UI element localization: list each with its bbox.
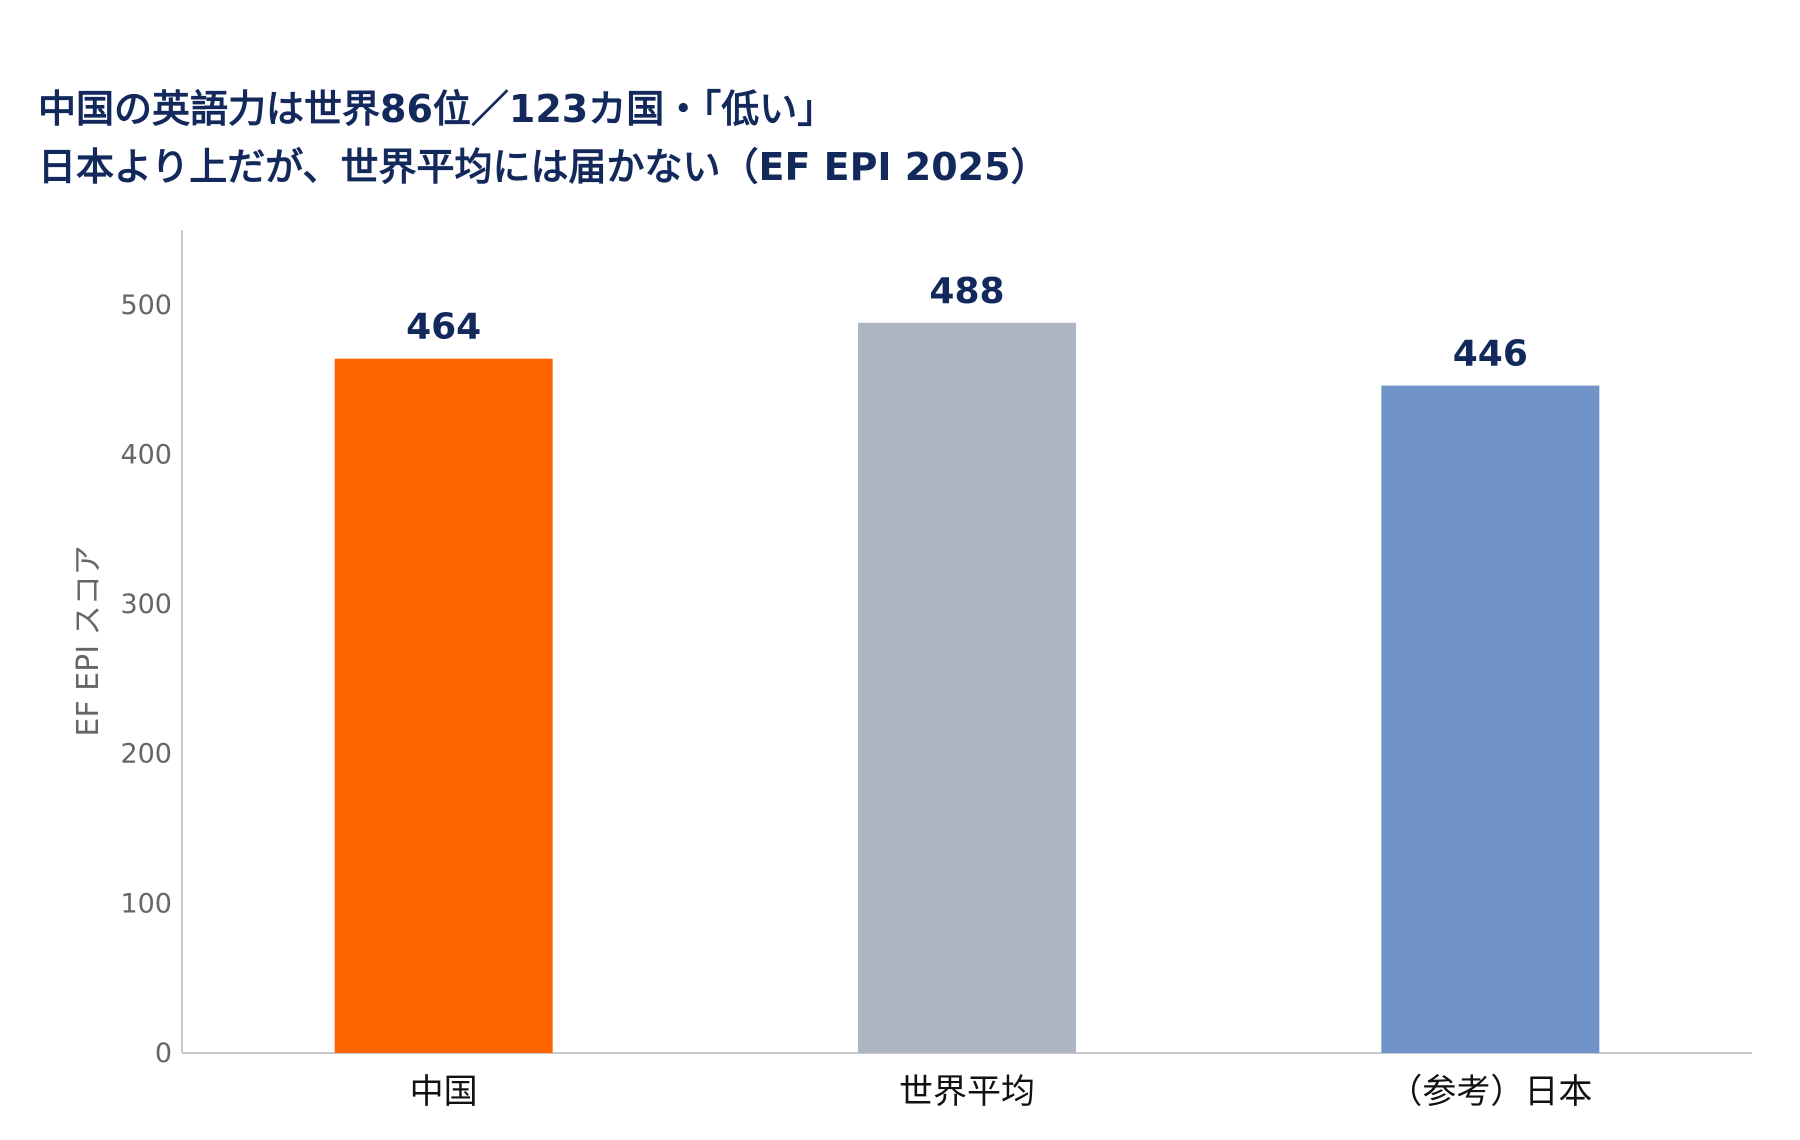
y-tick-label: 100 <box>120 888 172 919</box>
bar <box>858 322 1076 1053</box>
y-axis: 0 100 200 300 400 500 <box>120 230 183 1069</box>
bar-series: 464 488 446 <box>334 271 1600 1054</box>
bar <box>1381 385 1600 1053</box>
y-tick-label: 400 <box>120 439 172 470</box>
chart-title: 中国の英語力は世界86位／123カ国・「低い」 日本より上だが、世界平均には届か… <box>38 80 1758 196</box>
bar-value-label: 488 <box>929 271 1004 312</box>
chart-title-line-2: 日本より上だが、世界平均には届かない（EF EPI 2025） <box>38 145 1049 189</box>
y-tick-label: 0 <box>155 1038 172 1069</box>
bar-value-label: 464 <box>406 307 481 348</box>
y-tick-label: 500 <box>120 290 172 321</box>
y-axis-title: EF EPI スコア <box>71 545 106 736</box>
y-tick-label: 300 <box>120 589 172 620</box>
x-category-label: 中国 <box>410 1072 478 1112</box>
x-axis: 中国 世界平均 （参考）日本 <box>182 1052 1752 1112</box>
y-tick-label: 200 <box>120 739 172 770</box>
chart-title-line-1: 中国の英語力は世界86位／123カ国・「低い」 <box>38 87 836 131</box>
x-category-label: （参考）日本 <box>1388 1072 1592 1112</box>
x-category-label: 世界平均 <box>899 1072 1035 1112</box>
bar <box>334 358 553 1054</box>
bar-value-label: 446 <box>1453 334 1528 375</box>
